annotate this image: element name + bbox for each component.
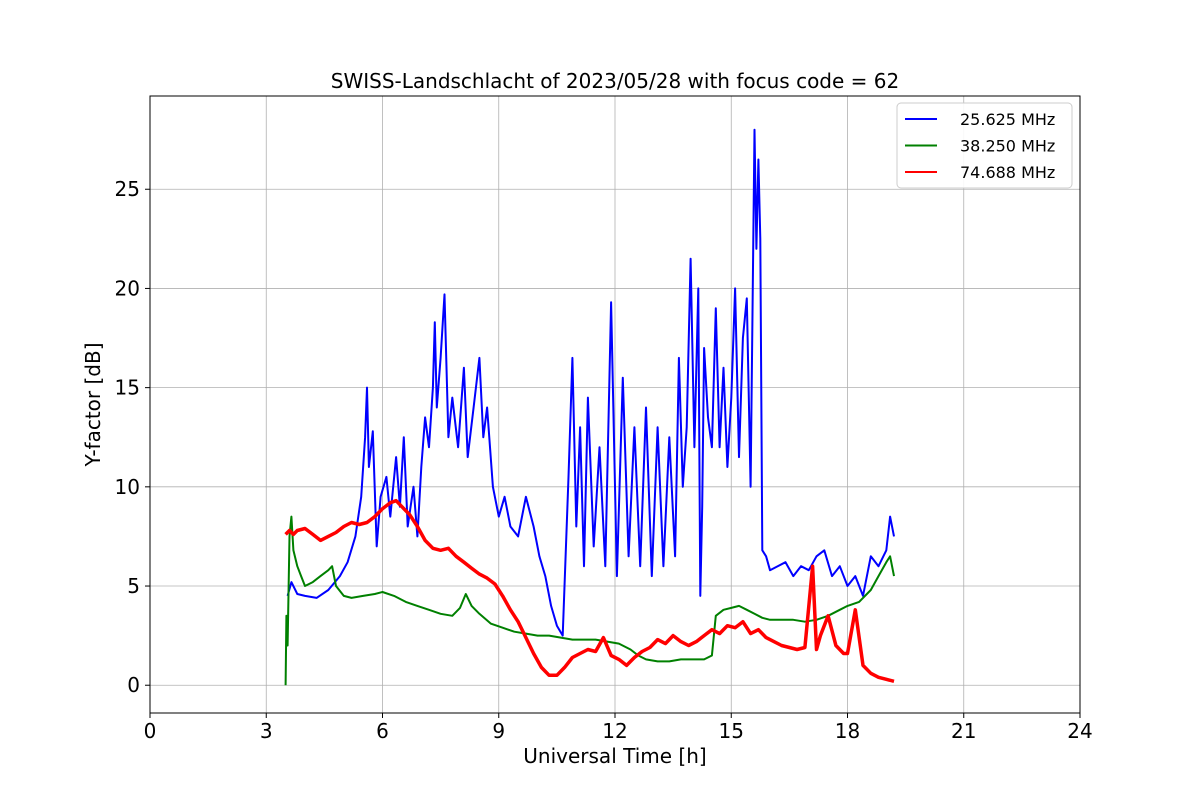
legend-entries: 25.625 MHz 38.250 MHz 74.688 MHz [905, 110, 1055, 182]
legend-label: 38.250 MHz [960, 137, 1055, 156]
x-axis-label: Universal Time [h] [523, 744, 706, 768]
legend-entry-38-250-mhz: 38.250 MHz [905, 137, 1055, 156]
legend-label: 25.625 MHz [960, 110, 1055, 129]
x-tick-label: 15 [719, 719, 744, 743]
y-tick-label: 20 [115, 276, 140, 300]
legend-label: 74.688 MHz [960, 163, 1055, 182]
plot-series [284, 128, 895, 686]
x-tick-label: 9 [492, 719, 505, 743]
axis-ticks: 0 3 6 9 12 15 18 21 24 0 5 10 15 20 25 [115, 177, 1093, 743]
x-tick-label: 24 [1067, 719, 1092, 743]
x-tick-label: 12 [602, 719, 627, 743]
y-tick-label: 15 [115, 376, 140, 400]
series-25-625-mhz-line [286, 128, 895, 637]
series-38-250-mhz-line [284, 515, 895, 686]
x-tick-label: 18 [835, 719, 860, 743]
chart-title: SWISS-Landschlacht of 2023/05/28 with fo… [331, 69, 899, 93]
series-74-688-mhz-line [284, 498, 895, 683]
legend-entry-25-625-mhz: 25.625 MHz [905, 110, 1055, 129]
y-axis-label: Y-factor [dB] [81, 342, 105, 467]
legend-entry-74-688-mhz: 74.688 MHz [905, 163, 1055, 182]
legend: 25.625 MHz 38.250 MHz 74.688 MHz [896, 102, 1073, 189]
x-tick-label: 0 [144, 719, 157, 743]
legend-box [896, 102, 1073, 189]
y-tick-label: 25 [115, 177, 140, 201]
y-tick-label: 0 [127, 673, 140, 697]
y-tick-label: 10 [115, 475, 140, 499]
x-tick-label: 3 [260, 719, 273, 743]
x-tick-label: 6 [376, 719, 389, 743]
y-tick-label: 5 [127, 574, 140, 598]
x-tick-label: 21 [951, 719, 976, 743]
